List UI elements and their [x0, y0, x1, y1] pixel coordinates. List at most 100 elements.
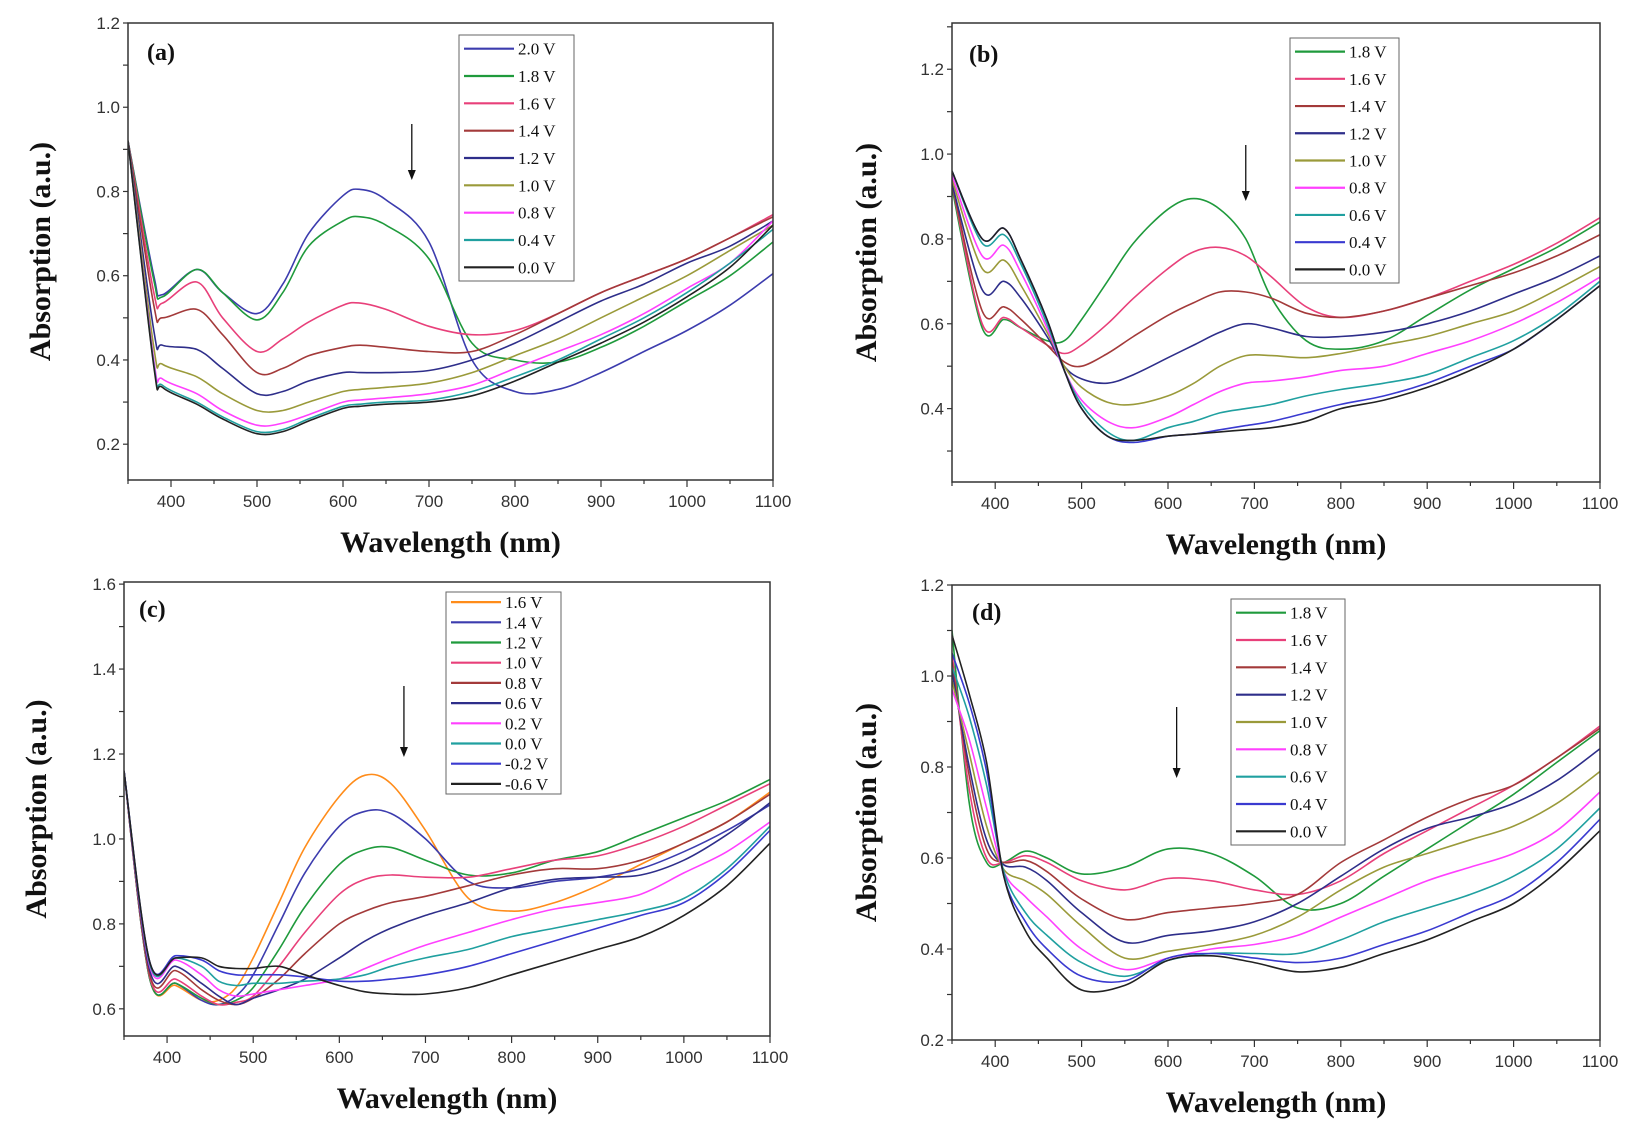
legend-label: 0.8 V [1290, 740, 1328, 759]
legend-label: 1.4 V [505, 613, 543, 632]
x-tick-label: 700 [411, 1048, 439, 1067]
legend-label: 0.0 V [518, 258, 556, 277]
legend-label: 1.2 V [1349, 124, 1387, 143]
x-tick-label: 900 [1413, 494, 1441, 513]
series-line-0.0V [128, 140, 773, 436]
x-tick-label: 400 [157, 492, 185, 511]
arrow-head-icon [407, 170, 416, 180]
legend-label: 0.8 V [1349, 179, 1387, 198]
legend-label: -0.6 V [505, 775, 549, 794]
legend-label: 0.6 V [1349, 206, 1387, 225]
series-line-1.4V [952, 183, 1600, 368]
legend-label: 0.0 V [1290, 822, 1328, 841]
x-tick-label: 900 [584, 1048, 612, 1067]
panel-label: (d) [972, 600, 1001, 626]
series-line-0.8V [952, 175, 1600, 429]
panel-label: (b) [969, 42, 998, 68]
legend: 1.6 V1.4 V 1.2 V1.0 V0.8 V0.6 V0.2 V 0.0 V… [445, 591, 562, 795]
y-tick-label: 1.6 [92, 575, 116, 594]
legend-label: 1.0 V [1349, 152, 1387, 171]
y-tick-label: 0.8 [920, 230, 944, 249]
y-axis-label: Absorption (a.u.) [20, 699, 53, 918]
y-tick-label: 1.0 [96, 98, 120, 117]
legend-label: 1.6 V [505, 593, 543, 612]
x-tick-label: 1100 [1582, 494, 1619, 513]
y-axis-label: Absorption (a.u.) [24, 142, 57, 361]
legend-label: 0.0 V [1349, 260, 1387, 279]
series-line--0.2V [124, 770, 770, 983]
arrow-head-icon [1172, 768, 1181, 778]
x-tick-label: 800 [1327, 494, 1355, 513]
legend-label: 1.6 V [1349, 70, 1387, 89]
x-tick-label: 700 [415, 492, 443, 511]
plot-frame [127, 22, 774, 481]
y-tick-label: 0.6 [920, 849, 944, 868]
y-tick-label: 0.2 [920, 1031, 944, 1050]
panel-label: (c) [139, 597, 166, 623]
y-tick-label: 1.2 [920, 576, 944, 595]
y-tick-label: 1.0 [920, 667, 944, 686]
plot-frame [123, 581, 771, 1037]
legend-label: 1.2 V [505, 634, 543, 653]
legend-label: 0.6 V [505, 694, 543, 713]
y-tick-label: 0.2 [96, 435, 120, 454]
x-tick-label: 400 [153, 1048, 181, 1067]
series-line-0.0V [952, 170, 1600, 442]
arrow-head-icon [399, 747, 408, 757]
x-axis-label: Wavelength (nm) [1166, 1086, 1387, 1119]
legend-label: 0.6 V [1290, 768, 1328, 787]
series-group [952, 170, 1600, 444]
legend-label: 1.8 V [518, 67, 556, 86]
legend-label: 1.4 V [518, 122, 556, 141]
panel-label: (a) [147, 40, 175, 66]
legend-label: 0.0 V [505, 735, 543, 754]
series-line-1.2V [124, 770, 770, 1006]
x-tick-label: 1000 [1495, 494, 1533, 513]
y-tick-label: 1.0 [92, 830, 116, 849]
x-tick-label: 500 [239, 1048, 267, 1067]
series-line-1.4V [124, 770, 770, 1006]
legend-label: 1.6 V [518, 94, 556, 113]
y-tick-label: 1.2 [920, 60, 944, 79]
x-tick-label: 900 [587, 492, 615, 511]
series-line-0.6V [124, 770, 770, 1006]
series-line-1.0V [124, 770, 770, 1006]
legend-label: 1.0 V [1290, 713, 1328, 732]
x-tick-label: 800 [501, 492, 529, 511]
y-tick-label: 0.6 [96, 267, 120, 286]
x-tick-label: 800 [1327, 1052, 1355, 1071]
series-line-1.2V [128, 140, 773, 397]
y-tick-label: 0.6 [92, 1000, 116, 1019]
x-tick-label: 700 [1240, 494, 1268, 513]
series-line-1.6V [952, 653, 1600, 896]
legend-label: 1.4 V [1349, 97, 1387, 116]
series-line-1.0V [952, 179, 1600, 406]
legend: 1.8 V 1.6 V 1.4 V 1.2 V 1.0 V 0.8 V 0.6 V 0.4 V… [1289, 37, 1400, 284]
x-tick-label: 1000 [665, 1048, 703, 1067]
y-axis-label: Absorption (a.u.) [850, 143, 883, 362]
legend: 1.8 V 1.6 V 1.4 V 1.2 V 1.0 V 0.8 V 0.6 V 0.4 V… [1230, 598, 1346, 846]
y-tick-label: 1.2 [96, 14, 120, 33]
series-line-1.8V [952, 630, 1600, 911]
series-line-0.0V [124, 770, 770, 987]
legend-label: 1.2 V [1290, 686, 1328, 705]
legend-label: 0.4 V [1290, 795, 1328, 814]
legend-box [445, 591, 562, 795]
x-tick-label: 900 [1413, 1052, 1441, 1071]
x-tick-label: 500 [243, 492, 271, 511]
legend-label: 1.8 V [1349, 43, 1387, 62]
chart-panel-b: 400 500 600 700 800 900 1000 1100 0.4 0.6 0.8 1.0 1.… [850, 22, 1619, 561]
legend-label: 0.8 V [505, 674, 543, 693]
legend-label: 1.0 V [505, 654, 543, 673]
x-tick-label: 1000 [668, 492, 706, 511]
legend-label: 1.4 V [1290, 658, 1328, 677]
series-line-0.0V [952, 634, 1600, 993]
legend-label: 1.6 V [1290, 631, 1328, 650]
y-tick-label: 0.4 [96, 351, 120, 370]
legend-label: 1.8 V [1290, 604, 1328, 623]
x-tick-label: 1100 [755, 492, 792, 511]
x-tick-label: 600 [329, 492, 357, 511]
chart-panel-d: 400 500 600 700 800 900 1000 1100 0.2 0.4 0.6 0.8 1.… [850, 576, 1618, 1119]
x-tick-label: 600 [325, 1048, 353, 1067]
series-line-0.6V [952, 170, 1600, 442]
